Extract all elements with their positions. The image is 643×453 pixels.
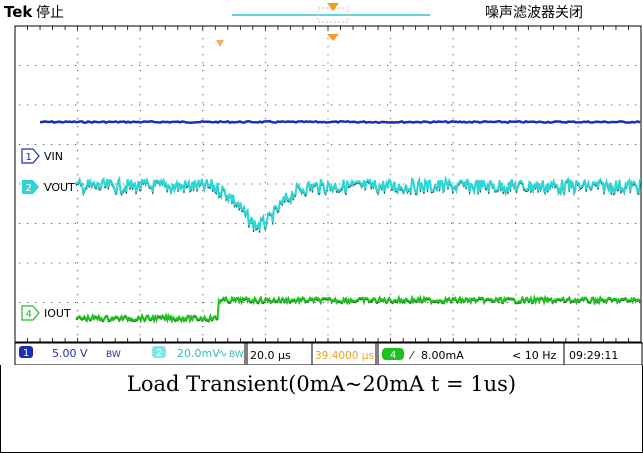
ch1-name: VIN bbox=[44, 150, 63, 163]
ch4-marker-number: 4 bbox=[26, 309, 32, 320]
ch2-bw-limit: BW bbox=[229, 350, 244, 360]
readout-panel: 1 5.00 V BW 2 20.0mV ∿ BW 20.0 μs 39.400… bbox=[14, 342, 643, 365]
ch4-marker: 4 IOUT bbox=[21, 305, 71, 321]
trigger-source-badge bbox=[382, 348, 404, 360]
oscilloscope-screen: Tek 停止 噪声滤波器关闭 1 VIN 2 VOUT 4 IOUT bbox=[4, 3, 643, 365]
ch4-name: IOUT bbox=[44, 307, 71, 320]
trigger-rate: < 10 Hz bbox=[512, 349, 556, 362]
graticule bbox=[14, 25, 642, 343]
trigger-level: 8.00mA bbox=[421, 349, 464, 362]
figure-caption: Load Transient(0mA~20mA t = 1us) bbox=[126, 372, 517, 396]
trigger-marker-icon bbox=[327, 34, 339, 41]
record-view-window bbox=[317, 7, 349, 23]
ch2-scale: 20.0mV bbox=[177, 347, 220, 360]
ch2-name: VOUT bbox=[44, 181, 75, 194]
expansion-point-icon bbox=[216, 40, 224, 47]
ch2-coupling: ∿ bbox=[218, 347, 227, 360]
scope-header: Tek 停止 噪声滤波器关闭 bbox=[4, 3, 583, 41]
ch1-badge bbox=[19, 346, 33, 358]
waveforms bbox=[39, 119, 641, 324]
ch2-marker-number: 2 bbox=[26, 183, 32, 194]
run-status: 停止 bbox=[36, 4, 64, 21]
channel-markers: 1 VIN 2 VOUT 4 IOUT bbox=[21, 148, 75, 321]
clock-time: 09:29:11 bbox=[569, 349, 618, 362]
ch2-marker: 2 VOUT bbox=[22, 180, 75, 194]
trigger-position-icon bbox=[327, 3, 339, 11]
brand-label: Tek bbox=[4, 3, 33, 21]
ch2-badge bbox=[152, 346, 166, 358]
ch1-scale: 5.00 V bbox=[52, 347, 88, 360]
trigger-slope-icon: ⁄ bbox=[408, 349, 415, 362]
noise-filter-status: 噪声滤波器关闭 bbox=[485, 5, 583, 21]
trigger-source: 4 bbox=[390, 350, 396, 361]
ch1-bw-limit: BW bbox=[106, 350, 121, 360]
timebase-scale: 20.0 μs bbox=[250, 349, 291, 362]
ch1-badge-number: 1 bbox=[23, 348, 29, 359]
ch1-marker: 1 VIN bbox=[21, 148, 63, 164]
horizontal-position-box bbox=[311, 342, 377, 365]
ch2-badge-number: 2 bbox=[156, 348, 162, 359]
ch1-marker-number: 1 bbox=[26, 152, 32, 163]
vertical-settings-box bbox=[14, 342, 246, 365]
iout-waveform bbox=[75, 293, 641, 324]
timebase-position: 39.4000 μs bbox=[315, 350, 374, 362]
vout-waveform bbox=[75, 175, 641, 231]
clock-box bbox=[563, 342, 643, 365]
vin-waveform bbox=[39, 119, 641, 125]
